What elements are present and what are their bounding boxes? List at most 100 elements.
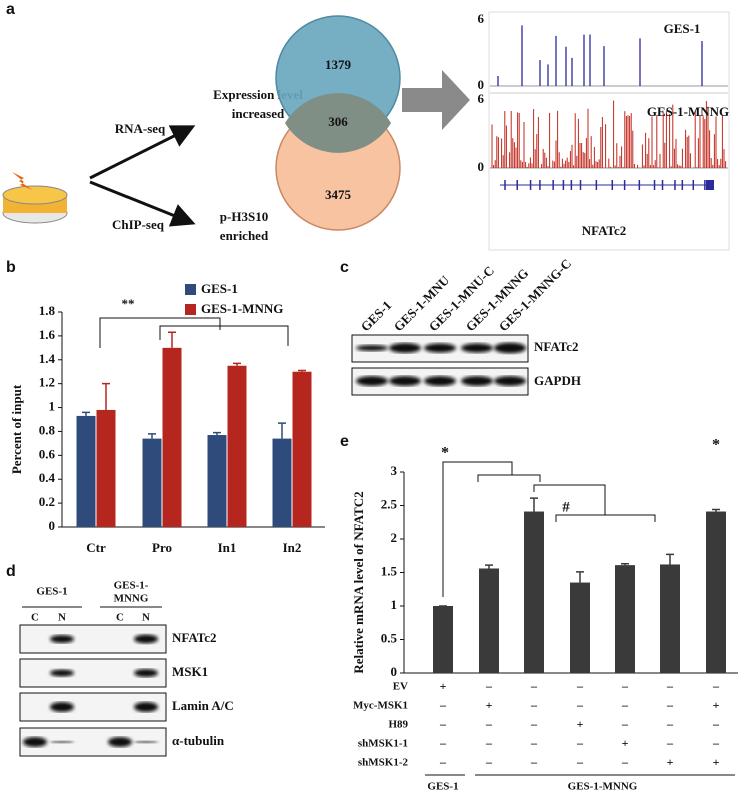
condition-sign: – xyxy=(712,736,720,750)
condition-sign: – xyxy=(485,736,493,750)
error-bar xyxy=(168,331,176,348)
condition-sign: – xyxy=(712,679,720,693)
condition-sign: + xyxy=(486,698,493,712)
panel-label: a xyxy=(6,1,15,18)
y-tick-label: 0.6 xyxy=(39,446,56,461)
band xyxy=(50,635,74,643)
band xyxy=(50,741,74,743)
track-axis: 0 xyxy=(478,77,485,92)
annotation: * xyxy=(441,445,449,462)
y-tick-label: 1.2 xyxy=(39,375,55,390)
panel-label: e xyxy=(340,433,349,450)
dish-icon xyxy=(2,172,68,224)
legend-swatch xyxy=(185,304,196,315)
lane-label: N xyxy=(58,612,66,624)
lane-label: N xyxy=(142,612,150,624)
y-tick-label: 1 xyxy=(391,597,398,612)
error-bar xyxy=(621,563,629,566)
x-tick-label: Pro xyxy=(152,540,172,555)
condition-sign: – xyxy=(712,717,720,731)
y-tick-label: 1.4 xyxy=(39,351,56,366)
condition-name: shMSK1-2 xyxy=(358,757,409,769)
y-tick-label: 1.8 xyxy=(39,303,56,318)
panel-label: d xyxy=(6,563,16,580)
band xyxy=(424,376,456,386)
arrow xyxy=(89,180,196,227)
band xyxy=(389,376,421,386)
bar xyxy=(570,582,590,673)
condition-sign: – xyxy=(439,698,447,712)
y-tick-label: 2.5 xyxy=(381,496,398,511)
condition-sign: – xyxy=(439,755,447,769)
condition-sign: – xyxy=(530,698,538,712)
legend-label: GES-1-MNNG xyxy=(201,301,283,316)
track-axis: 6 xyxy=(478,91,485,106)
band xyxy=(494,342,526,354)
bar xyxy=(96,409,116,527)
band xyxy=(23,737,47,747)
exon xyxy=(706,180,714,190)
bar xyxy=(162,347,182,527)
blot-label: Lamin A/C xyxy=(172,698,234,713)
condition-sign: – xyxy=(576,755,584,769)
band xyxy=(134,634,158,644)
condition-name: shMSK1-1 xyxy=(358,738,408,750)
group-label: GES-1 xyxy=(36,586,67,598)
band xyxy=(461,376,493,386)
bar xyxy=(706,511,726,673)
error-bar xyxy=(82,411,90,416)
condition-sign: + xyxy=(713,755,720,769)
error-bar xyxy=(530,497,538,512)
bar xyxy=(76,415,96,527)
condition-sign: + xyxy=(713,698,720,712)
outcome: enriched xyxy=(220,228,269,243)
condition-sign: – xyxy=(530,736,538,750)
band xyxy=(356,345,388,351)
condition-sign: – xyxy=(666,698,674,712)
track-axis: 6 xyxy=(478,11,485,26)
gene-name: NFATc2 xyxy=(582,223,627,238)
blot-label: NFATc2 xyxy=(534,339,579,354)
panel-label: c xyxy=(340,259,349,276)
condition-sign: + xyxy=(577,717,584,731)
x-tick-label: In2 xyxy=(283,540,302,555)
bar xyxy=(227,365,247,527)
arrow xyxy=(89,125,196,180)
block-arrow xyxy=(402,70,470,130)
condition-sign: + xyxy=(667,755,674,769)
condition-sign: – xyxy=(439,736,447,750)
condition-sign: – xyxy=(621,698,629,712)
legend-swatch xyxy=(185,284,196,295)
condition-sign: + xyxy=(440,679,447,693)
error-bar xyxy=(485,564,493,569)
outcome: increased xyxy=(232,106,285,121)
bar xyxy=(142,438,162,527)
error-bar xyxy=(148,433,156,439)
y-axis-label: Relative mRNA level of NFATC2 xyxy=(351,491,366,673)
error-bar xyxy=(213,431,221,436)
condition-sign: – xyxy=(485,717,493,731)
blot-label: NFATc2 xyxy=(172,630,217,645)
condition-sign: + xyxy=(622,736,629,750)
condition-name: H89 xyxy=(388,719,408,731)
blot-label: MSK1 xyxy=(172,664,208,679)
error-bar xyxy=(102,382,110,410)
x-tick-label: In1 xyxy=(218,540,237,555)
condition-sign: – xyxy=(530,679,538,693)
band xyxy=(424,343,456,353)
error-bar xyxy=(298,369,306,372)
bar xyxy=(615,565,635,673)
track-axis: 0 xyxy=(478,159,485,174)
error-bar xyxy=(233,362,241,366)
error-bar xyxy=(576,571,584,583)
group-label: MNNG xyxy=(114,593,149,605)
band xyxy=(50,669,74,677)
error-bar xyxy=(666,553,674,565)
lane-label: C xyxy=(31,612,39,624)
y-tick-label: 3 xyxy=(391,463,398,478)
bracket xyxy=(442,461,656,597)
blot-label: GAPDH xyxy=(534,373,581,388)
y-tick-label: 0.4 xyxy=(39,470,56,485)
band xyxy=(494,376,526,386)
